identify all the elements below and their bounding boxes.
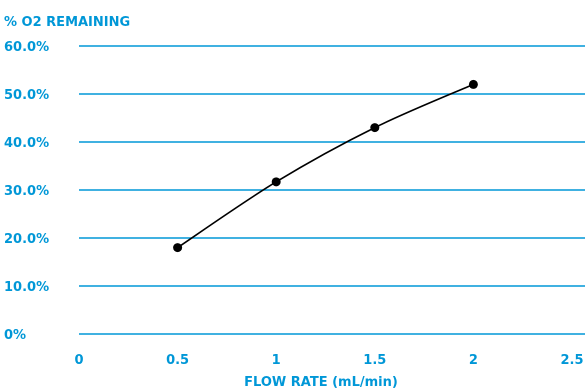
data-point [271, 177, 281, 187]
chart-title: % O2 REMAINING [4, 15, 130, 30]
x-tick-label: 1 [272, 353, 281, 368]
data-point [173, 243, 183, 253]
series-line [177, 83, 474, 249]
y-axis-tick-labels: 0% 10.0% 20.0% 30.0% 40.0% 50.0% 60.0% [4, 40, 49, 343]
y-tick-label: 40.0% [4, 136, 49, 151]
y-tick-label: 20.0% [4, 232, 49, 247]
data-series [173, 79, 478, 253]
y-tick-label: 10.0% [4, 280, 49, 295]
x-tick-label: 0.5 [166, 353, 189, 368]
x-tick-label: 1.5 [363, 353, 386, 368]
x-tick-label: 0 [74, 353, 83, 368]
y-tick-label: 60.0% [4, 40, 49, 55]
x-tick-label: 2.5 [560, 353, 583, 368]
x-axis-tick-labels: 0 0.5 1 1.5 2 2.5 [74, 353, 583, 368]
y-tick-label: 50.0% [4, 88, 49, 103]
x-axis-label: FLOW RATE (mL/min) [244, 375, 398, 389]
gridlines [79, 45, 585, 335]
y-tick-label: 30.0% [4, 184, 49, 199]
data-point [370, 123, 380, 133]
y-tick-label: 0% [4, 328, 26, 343]
x-tick-label: 2 [469, 353, 478, 368]
data-point [468, 79, 478, 89]
